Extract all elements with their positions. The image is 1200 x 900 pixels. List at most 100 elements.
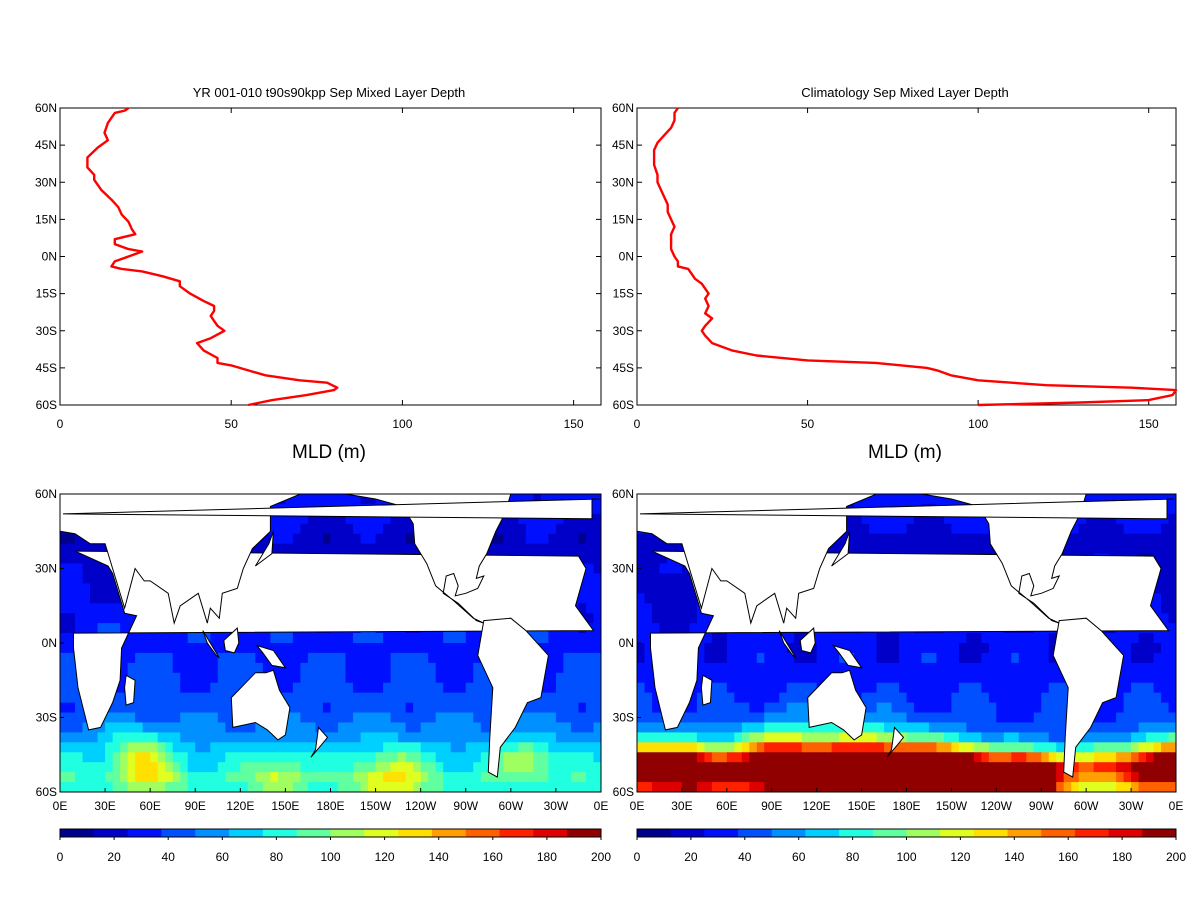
mld-cell xyxy=(794,752,803,763)
mld-cell xyxy=(786,682,795,694)
mld-cell xyxy=(1101,742,1110,753)
mld-cell xyxy=(966,682,975,694)
mld-cell xyxy=(510,543,519,555)
mld-cell xyxy=(270,543,279,555)
mld-cell xyxy=(360,643,369,654)
mld-cell xyxy=(60,543,69,555)
mld-cell xyxy=(884,652,893,664)
mld-cell xyxy=(996,643,1005,654)
mld-cell xyxy=(353,672,362,684)
mld-cell xyxy=(97,623,106,634)
mld-cell xyxy=(67,782,76,792)
mld-cell xyxy=(726,633,735,644)
mld-cell xyxy=(1086,762,1095,773)
mld-cell xyxy=(696,762,705,773)
mld-cell xyxy=(330,513,339,525)
mld-cell xyxy=(936,762,945,773)
mld-cell xyxy=(593,772,601,783)
mld-cell xyxy=(1138,543,1147,555)
mld-cell xyxy=(764,682,773,694)
mld-cell xyxy=(824,772,833,783)
mld-cell xyxy=(1026,722,1035,733)
mld-cell xyxy=(157,702,166,714)
mld-cell xyxy=(593,543,601,555)
mld-cell xyxy=(973,662,982,674)
mld-cell xyxy=(180,732,189,743)
mld-cell xyxy=(958,762,967,773)
mld-cell xyxy=(555,692,564,704)
mld-cell xyxy=(277,633,286,644)
mld-cell xyxy=(300,702,309,714)
mld-cell xyxy=(644,732,653,743)
mld-cell xyxy=(570,702,579,714)
mld-cell xyxy=(345,652,354,664)
mld-cell xyxy=(1168,762,1176,773)
mld-cell xyxy=(540,732,549,743)
mld-cell xyxy=(644,533,653,545)
mld-cell xyxy=(876,533,885,545)
mld-cell xyxy=(1078,523,1087,535)
mld-cell xyxy=(435,752,444,763)
mld-cell xyxy=(771,752,780,763)
mld-cell xyxy=(943,742,952,753)
mld-cell xyxy=(563,523,572,535)
mld-cell xyxy=(398,633,407,644)
mld-cell xyxy=(1131,533,1140,545)
mld-cell xyxy=(75,692,84,704)
mld-cell xyxy=(1011,712,1020,723)
mld-cell xyxy=(75,593,84,604)
mld-cell xyxy=(1146,692,1155,704)
mld-cell xyxy=(637,652,645,664)
mld-cell xyxy=(973,633,982,644)
mld-cell xyxy=(383,772,392,783)
mld-cell xyxy=(225,672,234,684)
mld-cell xyxy=(651,583,660,594)
mld-cell xyxy=(943,513,952,525)
mld-cell xyxy=(315,643,324,654)
mld-cell xyxy=(839,752,848,763)
mld-cell xyxy=(988,722,997,733)
mld-cell xyxy=(285,742,294,753)
mld-cell xyxy=(142,742,151,753)
mld-cell xyxy=(90,732,99,743)
mld-cell xyxy=(816,762,825,773)
mld-cell xyxy=(368,672,377,684)
mld-cell xyxy=(277,523,286,535)
mld-cell xyxy=(921,712,930,723)
mld-cell xyxy=(247,722,256,733)
mld-cell xyxy=(644,752,653,763)
mld-cell xyxy=(368,513,377,525)
mld-cell xyxy=(428,692,437,704)
mld-cell xyxy=(674,613,683,624)
mld-cell xyxy=(390,633,399,644)
mld-cell xyxy=(1086,533,1095,545)
mld-cell xyxy=(711,672,720,684)
mld-cell xyxy=(764,742,773,753)
mld-cell xyxy=(578,603,587,614)
mld-cell xyxy=(809,742,818,753)
mld-cell xyxy=(315,523,324,535)
mld-cell xyxy=(127,742,136,753)
colorbar-swatch xyxy=(567,829,602,837)
mld-cell xyxy=(82,563,91,574)
mld-cell xyxy=(525,752,534,763)
mld-cell xyxy=(405,732,414,743)
mld-cell xyxy=(270,513,279,525)
mld-cell xyxy=(120,613,129,624)
mld-cell xyxy=(973,712,982,723)
mld-cell xyxy=(195,782,204,792)
mld-cell xyxy=(711,643,720,654)
mld-cell xyxy=(913,682,922,694)
mld-cell xyxy=(891,692,900,704)
mld-cell xyxy=(1123,633,1132,644)
mld-cell xyxy=(277,533,286,545)
x-tick-label: 90W xyxy=(453,799,478,813)
mld-cell xyxy=(869,692,878,704)
mld-cell xyxy=(375,662,384,674)
mld-cell xyxy=(285,732,294,743)
mld-cell xyxy=(741,672,750,684)
colorbar-swatch xyxy=(499,829,534,837)
mld-cell xyxy=(120,692,129,704)
mld-cell xyxy=(921,662,930,674)
mld-cell xyxy=(465,722,474,733)
